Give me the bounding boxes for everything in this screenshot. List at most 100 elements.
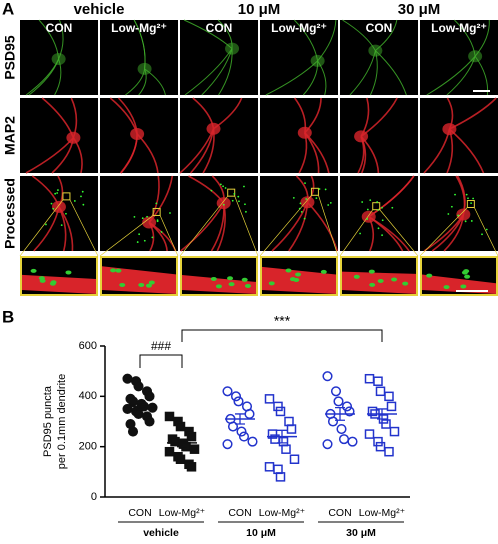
micrograph [340, 176, 418, 251]
x-tick-label: CON [228, 507, 251, 519]
soma [354, 130, 369, 143]
puncta [136, 241, 139, 243]
zoom-puncta [368, 269, 375, 274]
puncta [470, 202, 473, 205]
puncta [470, 220, 473, 222]
zoom-guide [19, 199, 99, 257]
soma [225, 42, 240, 55]
puncta [465, 193, 468, 196]
data-point [373, 376, 383, 386]
micrograph [340, 98, 418, 173]
zoom-guide [99, 215, 179, 257]
group-label: 30 μM [398, 1, 441, 18]
zoom-puncta [228, 282, 235, 287]
data-point [289, 454, 300, 464]
data-point [381, 419, 391, 429]
puncta [160, 231, 163, 233]
x-tick-label: CON [328, 507, 351, 519]
puncta [65, 212, 67, 215]
x-tick-label: Low-Mg²⁺ [359, 507, 406, 519]
puncta [45, 223, 47, 226]
zoom-puncta [210, 276, 217, 281]
puncta [303, 217, 306, 220]
puncta [60, 224, 63, 227]
puncta [447, 213, 450, 215]
zoom-puncta [38, 276, 45, 281]
soma [206, 122, 221, 135]
group-label: vehicle [74, 1, 125, 18]
puncta [244, 203, 246, 206]
data-point [247, 436, 258, 447]
data-point [186, 431, 197, 442]
zoom-puncta [148, 280, 155, 285]
row-label: MAP2 [2, 116, 18, 155]
data-point [164, 446, 175, 457]
zoom-puncta [268, 281, 275, 286]
data-point [330, 386, 342, 397]
puncta [472, 197, 475, 200]
y-tick-label: 600 [79, 340, 97, 352]
micrograph [260, 176, 338, 251]
soma [442, 123, 457, 136]
data-point [227, 421, 239, 432]
error-bar [177, 438, 187, 448]
zoom-guide [339, 209, 419, 257]
zoom-puncta [461, 270, 468, 275]
x-tick-label: CON [128, 507, 151, 519]
data-point [364, 429, 375, 439]
puncta [141, 217, 144, 220]
puncta [467, 197, 469, 200]
zoom-puncta [293, 277, 300, 282]
zoom-puncta [30, 268, 37, 273]
data-point [164, 411, 175, 422]
puncta [454, 193, 456, 196]
column-label: Low-Mg²⁺ [111, 21, 167, 35]
soma [310, 54, 325, 67]
panel-label: A [2, 0, 14, 18]
puncta [237, 195, 240, 198]
puncta [377, 227, 380, 230]
data-point [275, 406, 286, 417]
data-point [222, 439, 233, 450]
data-point [238, 431, 250, 442]
puncta [450, 205, 453, 208]
row-label: Processed [2, 178, 18, 249]
puncta [155, 202, 158, 205]
puncta [369, 199, 372, 202]
zoom-puncta [115, 268, 122, 273]
puncta [381, 206, 383, 209]
data-point [144, 391, 155, 402]
soma [137, 62, 152, 75]
zoom-puncta [402, 281, 409, 286]
micrograph [180, 20, 258, 95]
puncta [376, 201, 379, 203]
data-point [367, 406, 378, 417]
data-point [122, 373, 133, 384]
zoom-guide [179, 195, 259, 257]
zoom-puncta [460, 284, 467, 289]
data-point [341, 401, 353, 412]
puncta [169, 212, 171, 214]
puncta [377, 209, 380, 211]
puncta [329, 201, 332, 204]
puncta [224, 187, 227, 189]
soma [456, 208, 471, 221]
soma [142, 216, 157, 229]
zoom-puncta [377, 278, 384, 283]
zoom-dendrite [342, 271, 416, 294]
column-label: CON [206, 21, 233, 35]
puncta [485, 228, 488, 231]
puncta [292, 196, 295, 199]
puncta [366, 208, 369, 211]
panel-label: B [2, 307, 14, 326]
puncta [243, 185, 245, 188]
zoom-puncta [443, 285, 450, 290]
puncta [80, 195, 82, 198]
puncta [381, 234, 383, 237]
group-label: vehicle [143, 527, 179, 539]
zoom-puncta [119, 282, 126, 287]
data-point [147, 402, 158, 413]
puncta [327, 204, 330, 206]
zoom-dendrite [422, 274, 496, 294]
